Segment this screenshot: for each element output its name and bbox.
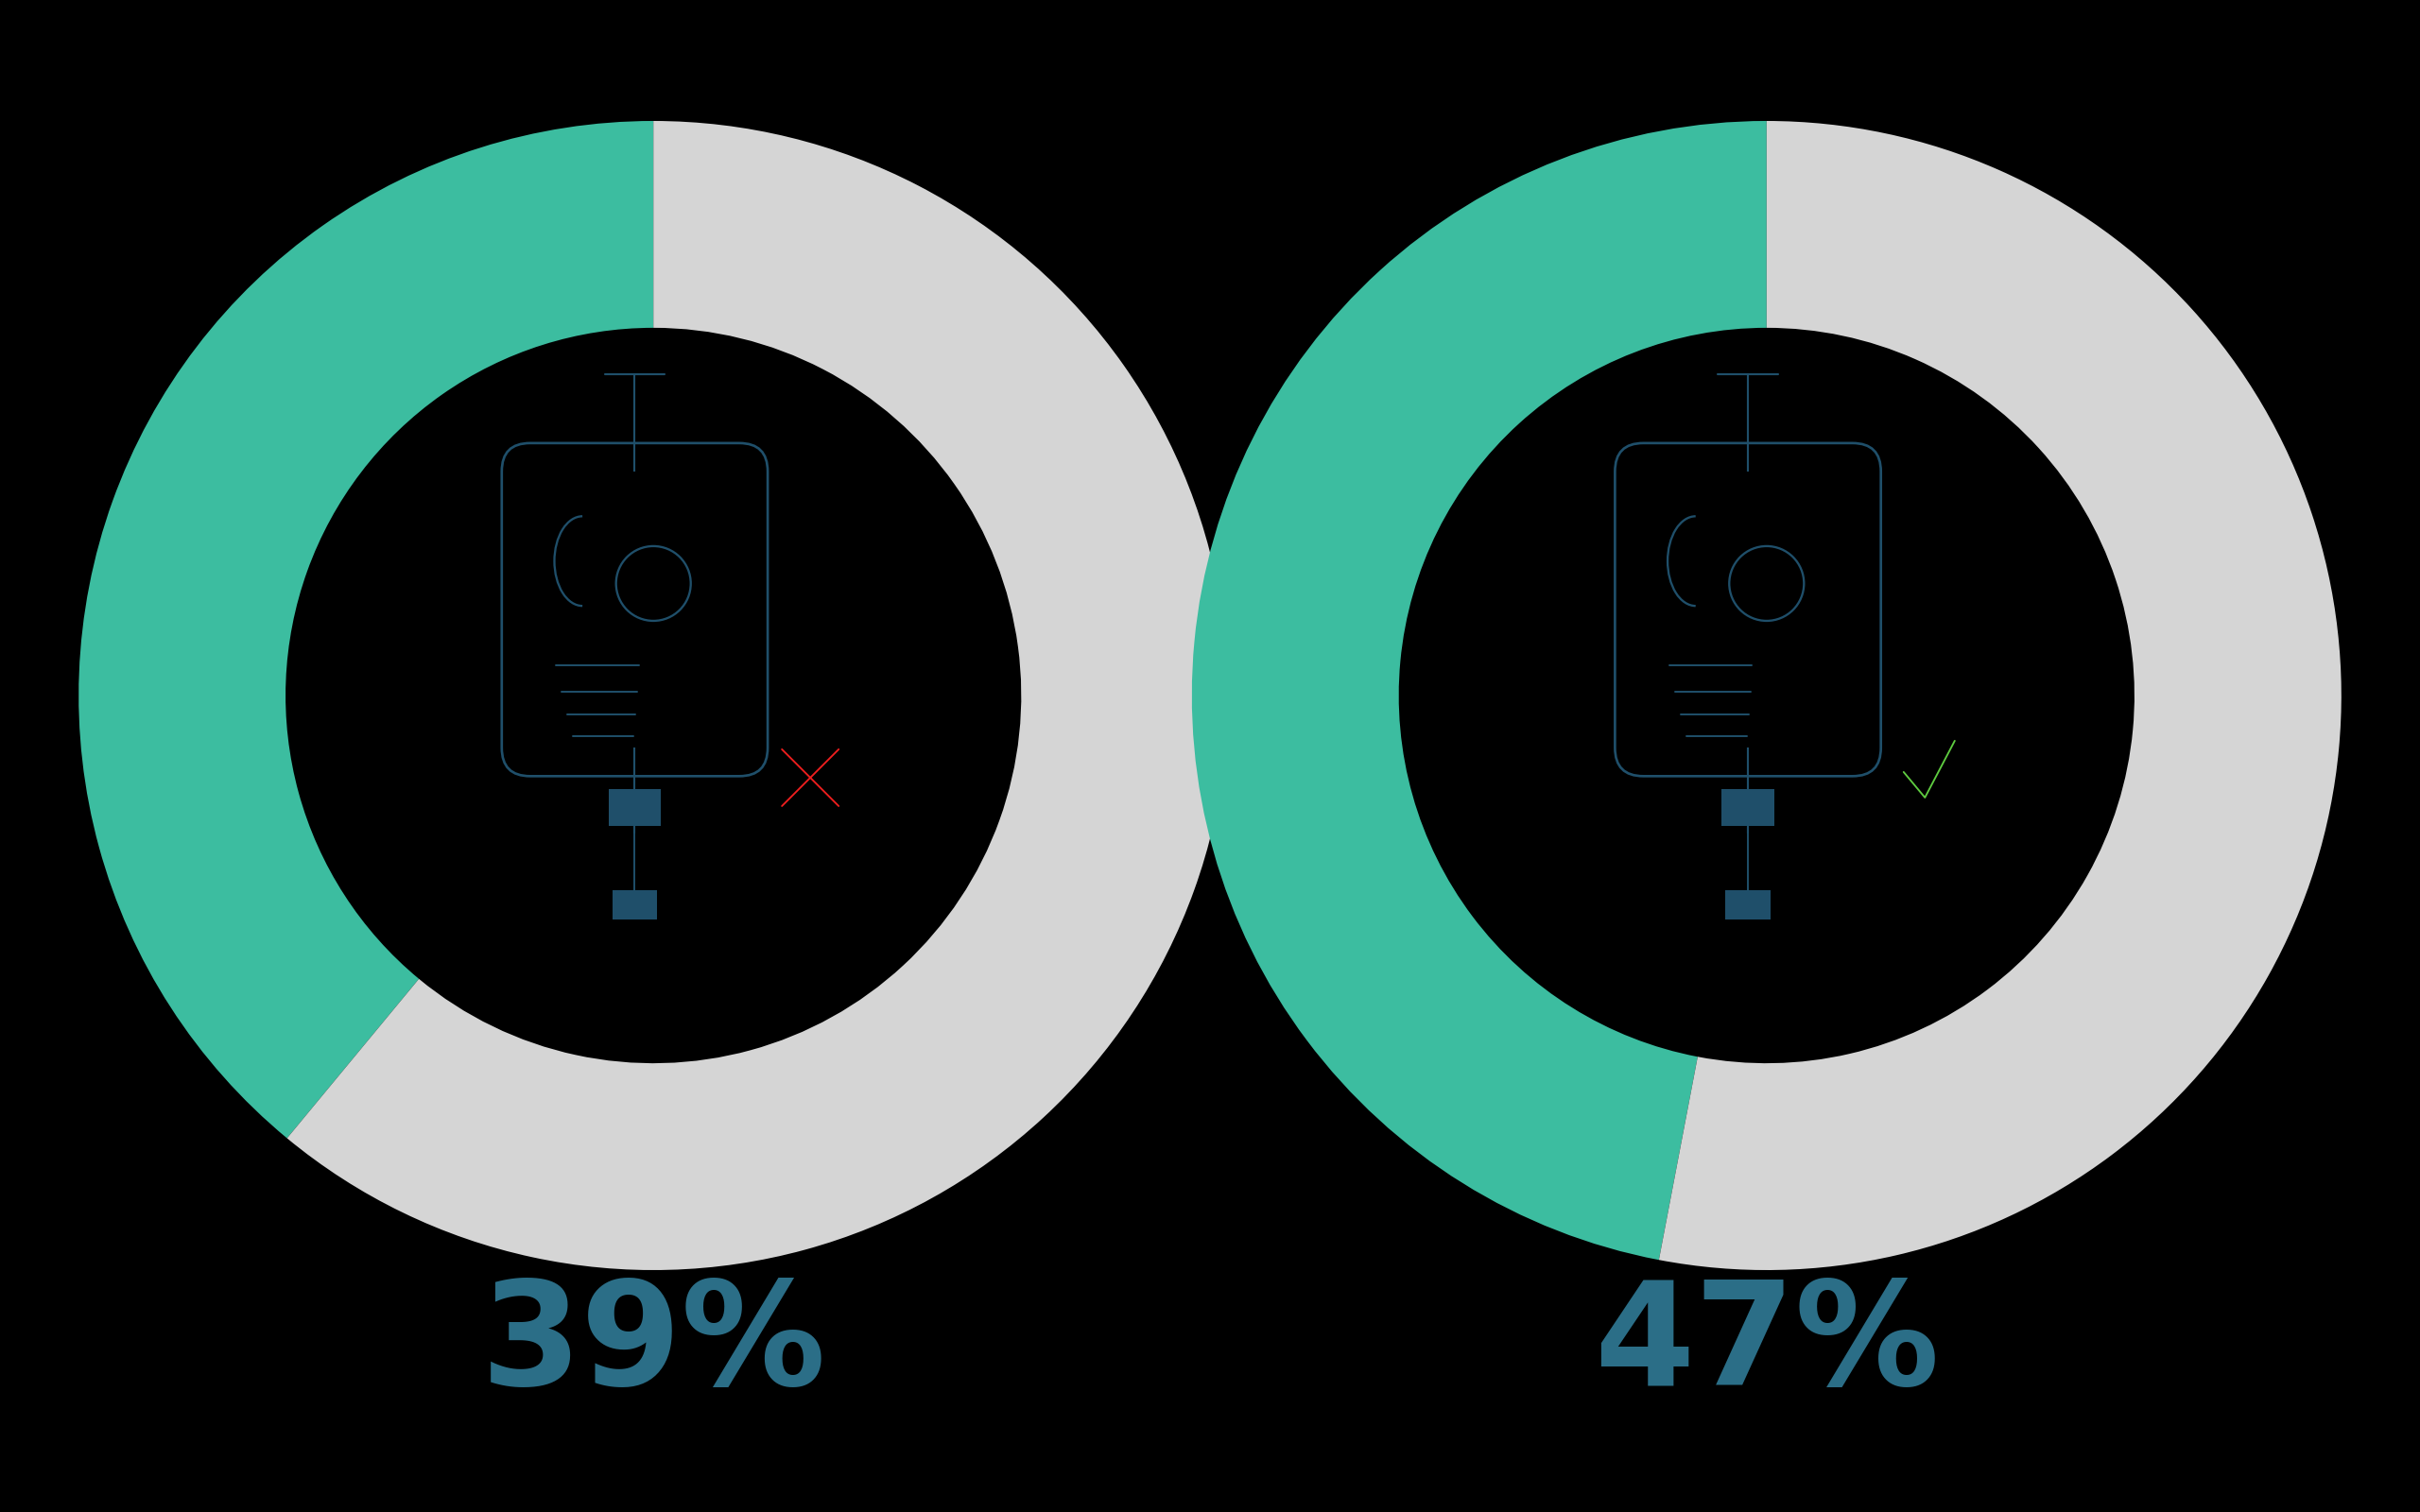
- Wedge shape: [288, 121, 1227, 1270]
- Wedge shape: [1658, 121, 2340, 1270]
- FancyBboxPatch shape: [612, 889, 658, 919]
- Text: 47%: 47%: [1595, 1275, 1938, 1417]
- FancyBboxPatch shape: [1721, 789, 1774, 826]
- Wedge shape: [1193, 121, 1767, 1259]
- Wedge shape: [80, 121, 653, 1139]
- FancyBboxPatch shape: [607, 789, 661, 826]
- Text: 39%: 39%: [482, 1275, 825, 1417]
- FancyBboxPatch shape: [1725, 889, 1771, 919]
